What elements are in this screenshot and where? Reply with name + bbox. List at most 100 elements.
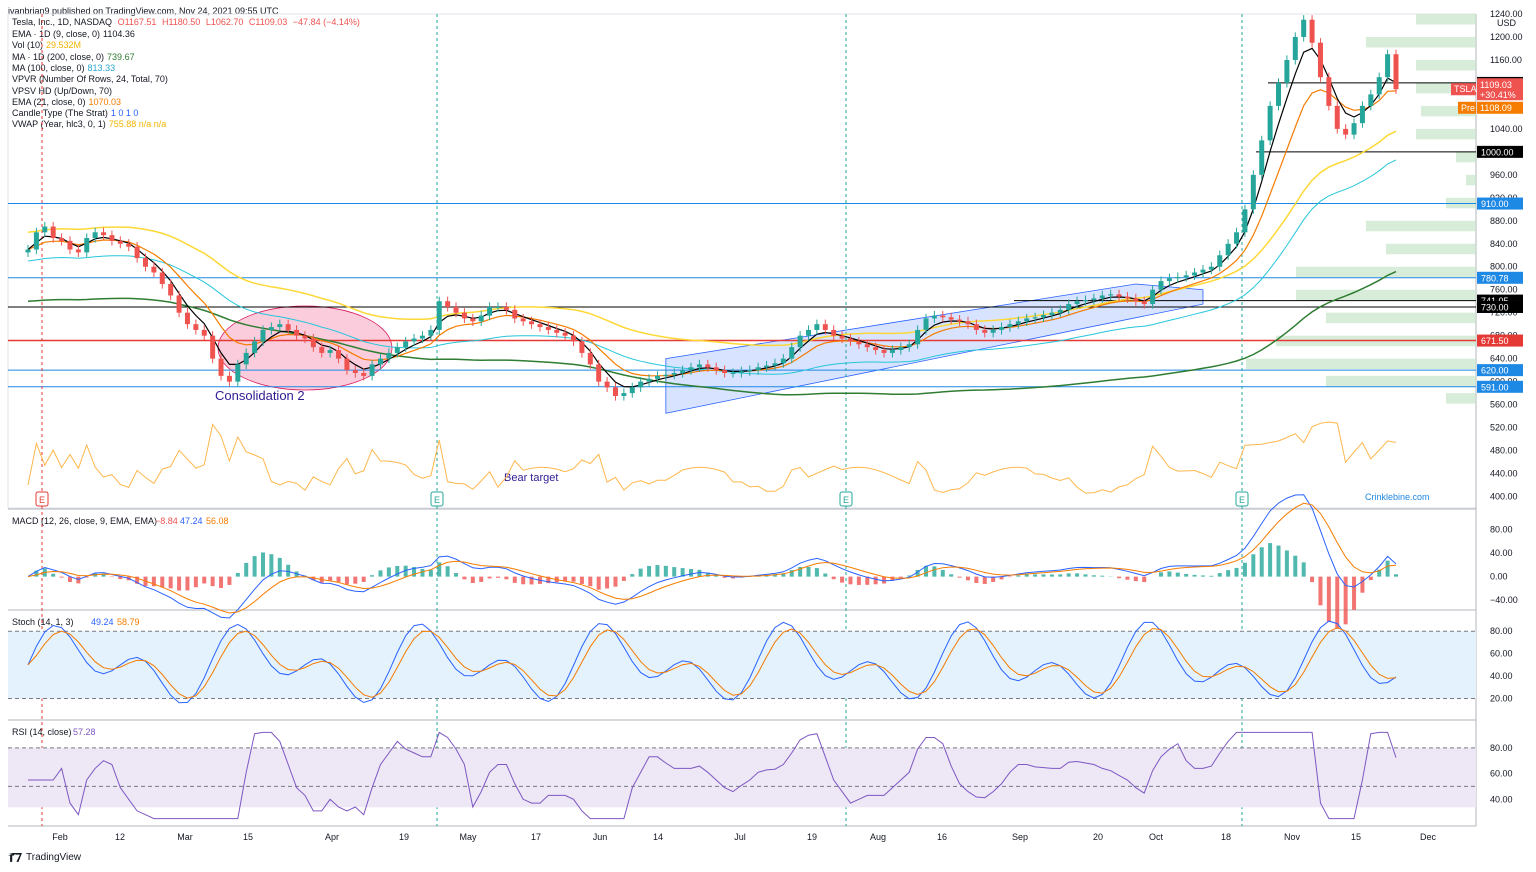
vpvr-bar bbox=[1296, 289, 1476, 301]
macd-bar bbox=[722, 576, 727, 578]
x-tick-label: Dec bbox=[1420, 832, 1437, 842]
candle-body bbox=[184, 312, 190, 325]
stoch-tick: 40.00 bbox=[1490, 671, 1513, 681]
x-tick-label: 12 bbox=[115, 832, 125, 842]
y-tick-label: 800.00 bbox=[1490, 262, 1518, 272]
macd-bar bbox=[957, 576, 962, 578]
candle-body bbox=[688, 367, 694, 371]
candle-body bbox=[722, 370, 728, 374]
macd-bar bbox=[831, 576, 836, 580]
macd-bar bbox=[579, 576, 584, 584]
macd-bar bbox=[714, 575, 719, 577]
candle-body bbox=[1183, 275, 1189, 278]
candle-body bbox=[814, 324, 820, 330]
candle-body bbox=[268, 327, 274, 330]
vpvr-bar bbox=[1416, 14, 1476, 25]
candle-body bbox=[1041, 314, 1047, 318]
macd-bar bbox=[1326, 576, 1331, 622]
candle-body bbox=[1368, 94, 1374, 106]
vpvr-bar bbox=[1466, 174, 1476, 186]
macd-bar bbox=[495, 576, 500, 578]
candle-body bbox=[1385, 54, 1391, 78]
candle-body bbox=[554, 329, 560, 333]
candle-body bbox=[344, 358, 350, 371]
macd-bar bbox=[1217, 573, 1222, 577]
candle-body bbox=[445, 301, 451, 307]
macd-bar bbox=[1066, 573, 1071, 577]
x-tick-label: 19 bbox=[399, 832, 409, 842]
macd-bar bbox=[227, 576, 232, 585]
macd-bar bbox=[689, 568, 694, 577]
candle-body bbox=[327, 350, 333, 353]
indicator-legend-3: MA (100, close, 0) 813.33 bbox=[12, 63, 115, 74]
stoch-tick: 60.00 bbox=[1490, 649, 1513, 659]
macd-bar bbox=[118, 576, 123, 580]
candle-body bbox=[579, 341, 585, 353]
macd-bar bbox=[193, 576, 198, 588]
currency-label: USD bbox=[1497, 18, 1517, 28]
macd-bar bbox=[504, 576, 509, 580]
candle-body bbox=[747, 370, 753, 372]
candle-body bbox=[780, 358, 786, 364]
candle-body bbox=[487, 306, 493, 316]
vpvr-bar bbox=[1366, 220, 1476, 232]
macd-bar bbox=[395, 566, 400, 577]
y-tick-label: 440.00 bbox=[1490, 469, 1518, 479]
earnings-marker-label: E bbox=[434, 495, 440, 505]
macd-bar bbox=[1385, 560, 1390, 577]
y-tick-label: 760.00 bbox=[1490, 285, 1518, 295]
level-tag bbox=[1477, 271, 1523, 284]
candle-body bbox=[1032, 317, 1038, 319]
indicator-value: 755.88 n/a n/a bbox=[108, 119, 167, 130]
candle-body bbox=[503, 306, 509, 310]
level-tag-label: 730.00 bbox=[1481, 302, 1509, 312]
macd-bar bbox=[244, 562, 249, 577]
candle-body bbox=[235, 364, 241, 382]
x-tick-label: 19 bbox=[807, 832, 817, 842]
y-tick-label: 560.00 bbox=[1490, 400, 1518, 410]
macd-bar bbox=[76, 576, 81, 584]
macd-bar bbox=[462, 576, 467, 580]
candle-body bbox=[562, 332, 568, 336]
pre-tag-label: Pre bbox=[1461, 103, 1475, 113]
vpvr-bar bbox=[1446, 393, 1476, 404]
macd-bar bbox=[965, 576, 970, 581]
macd-bar bbox=[856, 576, 861, 585]
candle-body bbox=[1351, 123, 1357, 135]
y-tick-label: 520.00 bbox=[1490, 423, 1518, 433]
stoch-tick: 20.00 bbox=[1490, 694, 1513, 704]
macd-bar bbox=[529, 576, 534, 585]
macd-bar bbox=[1075, 573, 1080, 577]
candle-body bbox=[436, 301, 442, 330]
macd-title: MACD (12, 26, close, 9, EMA, EMA) bbox=[12, 516, 157, 526]
stoch-value: 58.79 bbox=[117, 617, 140, 627]
macd-bar bbox=[361, 576, 366, 582]
candle-body bbox=[940, 315, 946, 318]
macd-bar bbox=[151, 576, 156, 587]
macd-bar bbox=[1352, 576, 1357, 610]
candle-body bbox=[285, 324, 291, 330]
macd-bar bbox=[999, 576, 1004, 580]
candle-body bbox=[755, 367, 761, 371]
candle-body bbox=[789, 347, 795, 359]
macd-bar bbox=[479, 576, 484, 582]
x-tick-label: 14 bbox=[653, 832, 663, 842]
pre-tag-value: 1108.09 bbox=[1480, 103, 1512, 113]
candle-body bbox=[629, 387, 635, 394]
candle-body bbox=[1334, 105, 1340, 129]
candle-body bbox=[176, 295, 182, 313]
candle-body bbox=[713, 367, 719, 371]
candle-body bbox=[738, 371, 744, 374]
candle-body bbox=[1267, 105, 1273, 141]
macd-bar bbox=[59, 576, 64, 578]
level-tag bbox=[1477, 145, 1523, 158]
level-tag bbox=[1477, 364, 1523, 377]
macd-bar bbox=[1083, 574, 1088, 577]
tradingview-logo-icon bbox=[8, 852, 22, 862]
publisher-line: ivanbrian9 published on TradingView.com,… bbox=[8, 6, 279, 16]
macd-bar bbox=[344, 576, 349, 585]
candle-body bbox=[478, 315, 484, 322]
candle-body bbox=[856, 341, 862, 345]
candle-body bbox=[84, 238, 90, 253]
